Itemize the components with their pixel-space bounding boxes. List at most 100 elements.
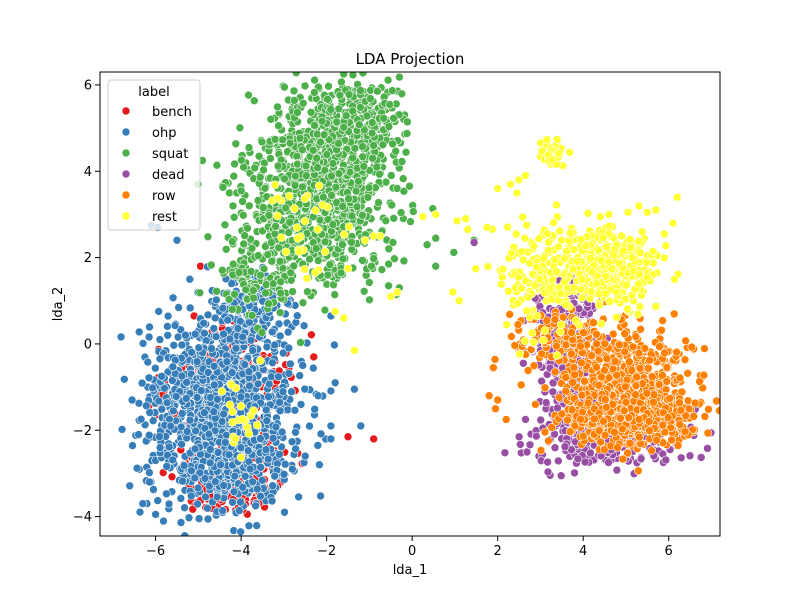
point-ohp bbox=[120, 374, 129, 384]
point-ohp bbox=[168, 376, 177, 385]
point-squat bbox=[366, 94, 375, 103]
point-squat bbox=[332, 117, 342, 127]
point-row bbox=[657, 325, 666, 335]
point-ohp bbox=[268, 358, 277, 368]
point-ohp bbox=[298, 361, 308, 370]
point-squat bbox=[373, 86, 382, 96]
point-ohp bbox=[125, 481, 134, 491]
point-ohp bbox=[219, 409, 228, 419]
point-ohp bbox=[308, 363, 318, 373]
point-ohp bbox=[173, 332, 183, 342]
point-squat bbox=[347, 245, 357, 254]
point-squat bbox=[387, 86, 397, 95]
point-squat bbox=[245, 201, 254, 211]
point-ohp bbox=[162, 462, 171, 471]
point-squat bbox=[367, 128, 377, 138]
points-layer bbox=[116, 72, 720, 536]
point-squat bbox=[313, 163, 322, 172]
point-squat bbox=[275, 308, 285, 317]
point-ohp bbox=[162, 398, 172, 408]
point-squat bbox=[327, 171, 336, 181]
point-squat bbox=[270, 135, 280, 144]
point-bench bbox=[343, 432, 353, 442]
point-ohp bbox=[235, 506, 244, 515]
point-squat bbox=[330, 290, 340, 299]
point-squat bbox=[358, 256, 367, 265]
point-row bbox=[643, 363, 653, 373]
point-ohp bbox=[163, 330, 172, 340]
point-ohp bbox=[192, 393, 202, 402]
point-squat bbox=[264, 299, 273, 309]
point-bench bbox=[188, 504, 197, 514]
point-ohp bbox=[154, 307, 163, 316]
point-squat bbox=[212, 286, 221, 296]
point-ohp bbox=[185, 303, 195, 313]
point-row bbox=[569, 363, 579, 372]
point-ohp bbox=[238, 332, 247, 342]
point-ohp bbox=[264, 392, 273, 402]
point-row bbox=[673, 441, 683, 450]
point-squat bbox=[320, 237, 330, 247]
point-squat bbox=[230, 159, 239, 169]
point-squat bbox=[295, 134, 305, 143]
point-squat bbox=[278, 135, 287, 145]
point-ohp bbox=[287, 387, 296, 397]
point-squat bbox=[273, 161, 283, 171]
point-ohp bbox=[300, 451, 310, 461]
point-ohp bbox=[300, 384, 310, 394]
point-squat bbox=[335, 90, 345, 100]
point-ohp bbox=[252, 484, 262, 494]
point-ohp bbox=[151, 363, 160, 373]
point-ohp bbox=[162, 489, 171, 499]
point-squat bbox=[289, 96, 299, 105]
point-ohp bbox=[145, 322, 154, 332]
point-ohp bbox=[236, 392, 246, 402]
point-row bbox=[608, 329, 618, 339]
point-ohp bbox=[227, 368, 237, 377]
point-ohp bbox=[144, 430, 154, 440]
point-squat bbox=[289, 86, 299, 96]
point-row bbox=[645, 355, 654, 365]
point-ohp bbox=[205, 458, 215, 468]
point-dead bbox=[661, 455, 671, 465]
point-squat bbox=[364, 183, 374, 192]
point-ohp bbox=[290, 405, 300, 415]
point-ohp bbox=[279, 469, 289, 479]
point-ohp bbox=[159, 516, 168, 526]
point-squat bbox=[249, 293, 258, 303]
point-bench bbox=[309, 352, 319, 362]
point-squat bbox=[369, 254, 379, 263]
point-squat bbox=[326, 105, 336, 114]
point-squat bbox=[377, 265, 387, 274]
point-squat bbox=[356, 86, 365, 95]
point-squat bbox=[305, 254, 314, 264]
point-row bbox=[631, 390, 640, 400]
point-squat bbox=[288, 287, 297, 296]
point-ohp bbox=[168, 455, 178, 465]
point-squat bbox=[327, 191, 336, 200]
point-squat bbox=[352, 202, 362, 211]
point-squat bbox=[244, 90, 253, 100]
point-row bbox=[618, 454, 628, 464]
point-dead bbox=[536, 415, 546, 425]
point-row bbox=[604, 373, 614, 383]
point-dead bbox=[560, 442, 570, 452]
point-squat bbox=[334, 104, 344, 114]
point-squat bbox=[358, 142, 367, 151]
point-ohp bbox=[299, 321, 309, 331]
point-dead bbox=[515, 440, 525, 449]
point-row bbox=[681, 336, 690, 346]
point-ohp bbox=[203, 310, 213, 320]
point-squat bbox=[310, 88, 319, 97]
point-bench bbox=[167, 472, 177, 482]
point-ohp bbox=[213, 394, 222, 404]
point-ohp bbox=[261, 405, 271, 415]
point-ohp bbox=[207, 344, 216, 353]
point-dead bbox=[586, 448, 595, 458]
point-ohp bbox=[274, 372, 283, 382]
point-row bbox=[683, 396, 693, 406]
point-ohp bbox=[291, 444, 300, 454]
point-squat bbox=[253, 251, 263, 260]
point-squat bbox=[240, 231, 249, 240]
point-squat bbox=[228, 237, 237, 246]
